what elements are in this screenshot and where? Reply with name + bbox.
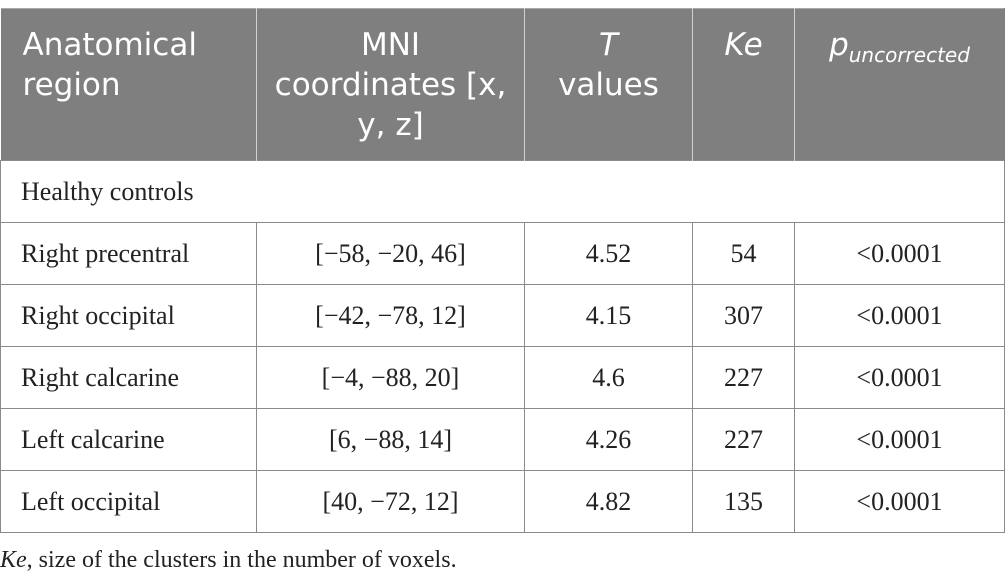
t-values-word: values <box>558 67 659 103</box>
header-p-uncorrected: puncorrected <box>794 8 1005 161</box>
table-row: Right calcarine [−4, −88, 20] 4.6 227 <0… <box>0 346 1005 409</box>
t-symbol: T <box>599 27 618 63</box>
cell-t-value: 4.15 <box>524 284 693 347</box>
cell-p-value: <0.0001 <box>794 222 1005 285</box>
cell-ke: 54 <box>692 222 795 285</box>
cell-region: Right occipital <box>0 284 257 347</box>
table-row: Left occipital [40, −72, 12] 4.82 135 <0… <box>0 470 1005 533</box>
cell-ke: 135 <box>692 470 795 533</box>
cell-p-value: <0.0001 <box>794 284 1005 347</box>
group-row: Healthy controls <box>0 160 1005 223</box>
cell-p-value: <0.0001 <box>794 408 1005 471</box>
cell-region: Left occipital <box>0 470 257 533</box>
cell-p-value: <0.0001 <box>794 470 1005 533</box>
footnote-text: , size of the clusters in the number of … <box>26 547 457 573</box>
table-body: Healthy controls Right precentral [−58, … <box>0 160 1005 533</box>
cell-t-value: 4.52 <box>524 222 693 285</box>
cell-mni: [−4, −88, 20] <box>256 346 525 409</box>
cell-t-value: 4.6 <box>524 346 693 409</box>
cell-region: Right precentral <box>0 222 257 285</box>
header-ke: Ke <box>692 8 795 161</box>
results-table: Anatomical region MNI coordinates [x, y,… <box>0 8 1005 533</box>
table-header: Anatomical region MNI coordinates [x, y,… <box>0 8 1005 161</box>
cell-ke: 307 <box>692 284 795 347</box>
cell-mni: [−42, −78, 12] <box>256 284 525 347</box>
header-anatomical-region: Anatomical region <box>0 8 257 161</box>
table-footnote: Ke, size of the clusters in the number o… <box>0 547 457 574</box>
cell-region: Left calcarine <box>0 408 257 471</box>
header-mni-coordinates: MNI coordinates [x, y, z] <box>256 8 525 161</box>
p-subscript: uncorrected <box>848 43 970 67</box>
footnote-term: Ke <box>0 547 27 573</box>
p-symbol: p <box>829 27 849 63</box>
cell-t-value: 4.82 <box>524 470 693 533</box>
table-row: Right precentral [−58, −20, 46] 4.52 54 … <box>0 222 1005 285</box>
cell-mni: [40, −72, 12] <box>256 470 525 533</box>
table-row: Right occipital [−42, −78, 12] 4.15 307 … <box>0 284 1005 347</box>
cell-region: Right calcarine <box>0 346 257 409</box>
header-row: Anatomical region MNI coordinates [x, y,… <box>0 8 1005 161</box>
cell-p-value: <0.0001 <box>794 346 1005 409</box>
group-label-healthy-controls: Healthy controls <box>0 160 1005 223</box>
cell-mni: [−58, −20, 46] <box>256 222 525 285</box>
ke-symbol: Ke <box>724 27 763 63</box>
cell-mni: [6, −88, 14] <box>256 408 525 471</box>
header-t-values: T values <box>524 8 693 161</box>
table-row: Left calcarine [6, −88, 14] 4.26 227 <0.… <box>0 408 1005 471</box>
cell-ke: 227 <box>692 346 795 409</box>
cell-t-value: 4.26 <box>524 408 693 471</box>
cell-ke: 227 <box>692 408 795 471</box>
